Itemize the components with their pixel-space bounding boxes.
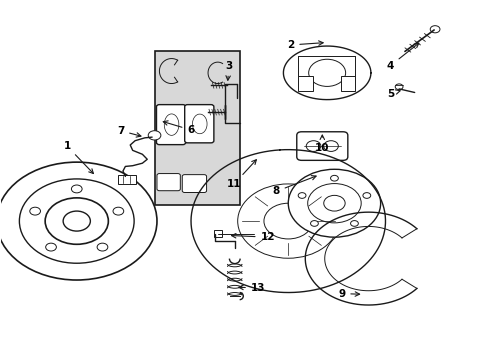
Bar <box>214 230 222 237</box>
Bar <box>297 76 312 91</box>
Circle shape <box>97 243 107 251</box>
Circle shape <box>429 26 439 33</box>
Text: 5: 5 <box>386 89 399 99</box>
Circle shape <box>237 184 338 258</box>
Circle shape <box>0 162 157 280</box>
Text: 4: 4 <box>386 43 418 71</box>
FancyBboxPatch shape <box>182 175 206 193</box>
Circle shape <box>394 84 402 90</box>
Circle shape <box>307 184 361 223</box>
Circle shape <box>45 198 108 244</box>
Text: 3: 3 <box>225 61 232 80</box>
FancyBboxPatch shape <box>156 105 185 145</box>
Circle shape <box>323 141 338 152</box>
Text: 9: 9 <box>338 289 359 298</box>
Bar <box>118 175 135 184</box>
Circle shape <box>20 179 134 263</box>
Bar <box>340 76 355 91</box>
Circle shape <box>330 175 338 181</box>
Text: 1: 1 <box>63 141 93 174</box>
Text: 11: 11 <box>226 160 256 189</box>
FancyBboxPatch shape <box>296 132 347 160</box>
FancyBboxPatch shape <box>157 174 180 191</box>
Circle shape <box>298 193 305 198</box>
Circle shape <box>310 221 318 226</box>
Circle shape <box>113 207 123 215</box>
FancyBboxPatch shape <box>184 105 213 143</box>
Circle shape <box>308 59 345 86</box>
Text: 7: 7 <box>117 126 141 137</box>
Circle shape <box>30 207 41 215</box>
Text: 6: 6 <box>163 121 194 135</box>
Circle shape <box>287 169 380 237</box>
Text: 2: 2 <box>286 40 323 50</box>
Circle shape <box>362 193 370 198</box>
Bar <box>154 51 239 205</box>
Circle shape <box>350 221 358 226</box>
Circle shape <box>63 211 90 231</box>
Circle shape <box>148 131 161 140</box>
Circle shape <box>305 141 320 152</box>
Circle shape <box>264 203 312 239</box>
Circle shape <box>71 185 82 193</box>
Circle shape <box>323 195 345 211</box>
Text: 10: 10 <box>314 135 329 153</box>
Text: 12: 12 <box>231 232 275 242</box>
Text: 13: 13 <box>238 283 265 293</box>
Circle shape <box>45 243 56 251</box>
Text: 8: 8 <box>272 176 315 197</box>
